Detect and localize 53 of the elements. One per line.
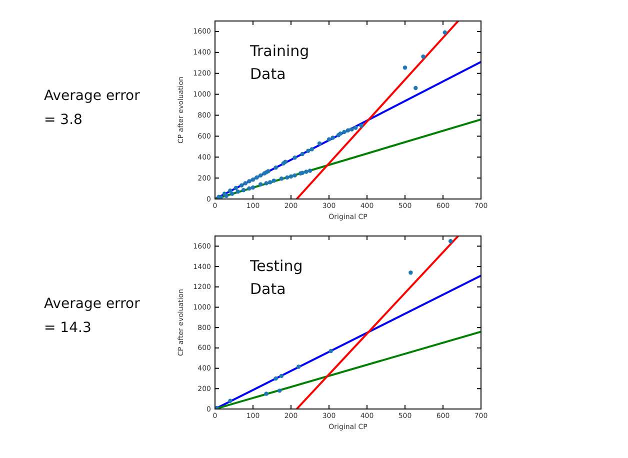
- point: [274, 165, 278, 170]
- point: [402, 65, 408, 70]
- point: [350, 127, 354, 132]
- point: [304, 170, 308, 174]
- point: [292, 156, 297, 160]
- text: Training Data: [249, 42, 310, 83]
- point: [250, 185, 256, 190]
- point: [421, 54, 426, 59]
- point: [228, 398, 232, 403]
- point: [247, 186, 252, 191]
- point: [292, 173, 297, 178]
- point: [279, 176, 284, 181]
- point: [310, 147, 314, 152]
- point: [300, 152, 305, 156]
- point: [330, 136, 335, 140]
- point: [243, 181, 248, 186]
- point: [277, 388, 282, 393]
- point: [328, 348, 334, 354]
- point: [285, 175, 290, 180]
- point: [353, 126, 358, 130]
- point: [234, 186, 238, 190]
- point: [258, 182, 263, 186]
- point: [308, 168, 312, 173]
- point: [279, 374, 284, 378]
- point: [272, 178, 276, 183]
- point: [317, 141, 322, 146]
- point: [274, 376, 278, 381]
- point: [247, 179, 252, 184]
- text: Average error = 14.3: [44, 296, 140, 336]
- point: [228, 188, 232, 193]
- point: [236, 190, 240, 194]
- point: [230, 192, 234, 196]
- point: [346, 128, 350, 133]
- point: [414, 86, 418, 90]
- text: Average error = 3.8: [44, 88, 140, 128]
- point: [250, 178, 256, 182]
- point: [239, 183, 244, 188]
- point: [448, 238, 453, 244]
- point: [258, 173, 263, 178]
- point: [264, 392, 268, 396]
- text: Testing Data: [249, 257, 303, 298]
- point: [254, 175, 259, 180]
- point: [306, 148, 310, 153]
- point: [241, 188, 246, 192]
- point: [408, 270, 413, 275]
- point: [264, 181, 268, 186]
- point: [326, 137, 332, 142]
- point: [442, 30, 448, 35]
- point: [342, 130, 346, 134]
- point: [288, 174, 294, 179]
- point: [296, 364, 301, 369]
- point: [359, 124, 364, 128]
- point: [268, 180, 272, 184]
